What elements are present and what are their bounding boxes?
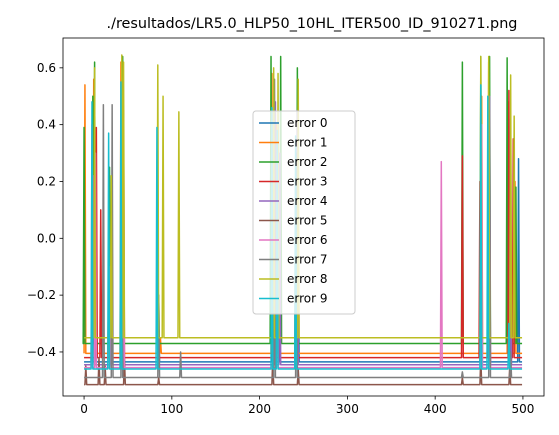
legend-label-8: error 8 xyxy=(287,272,328,286)
legend-label-2: error 2 xyxy=(287,155,328,169)
legend: error 0 error 1 error 2 error 3 error 4 error… xyxy=(252,110,356,315)
y-tick-label-3: 0.2 xyxy=(37,174,56,188)
x-tick-label-4: 400 xyxy=(424,402,447,416)
legend-label-9: error 9 xyxy=(287,292,328,306)
y-tick-label-5: 0.6 xyxy=(37,61,56,75)
x-tick-label-2: 200 xyxy=(248,402,271,416)
x-tick-label-3: 300 xyxy=(336,402,359,416)
y-tick-label-4: 0.4 xyxy=(37,118,56,132)
x-tick-label-0: 0 xyxy=(80,402,88,416)
legend-label-7: error 7 xyxy=(287,253,328,267)
legend-label-4: error 4 xyxy=(287,194,328,208)
legend-label-1: error 1 xyxy=(287,136,328,150)
x-tick-label-1: 100 xyxy=(160,402,183,416)
plot-area xyxy=(82,54,523,386)
legend-label-3: error 3 xyxy=(287,175,328,189)
legend-label-5: error 5 xyxy=(287,214,328,228)
x-tick-label-5: 500 xyxy=(511,402,534,416)
chart-title: ./resultados/LR5.0_HLP50_10HL_ITER500_ID… xyxy=(107,16,518,32)
legend-label-0: error 0 xyxy=(287,116,328,130)
y-tick-label-2: 0.0 xyxy=(37,231,56,245)
series-line-9 xyxy=(84,81,523,370)
y-tick-label-1: −0.2 xyxy=(27,288,56,302)
axes-frame xyxy=(62,37,545,397)
legend-label-6: error 6 xyxy=(287,233,328,247)
axes: 0 100 200 300 400 500 −0.4 −0.2 0.0 0.2 0.4 0.6 xyxy=(27,37,545,416)
y-tick-label-0: −0.4 xyxy=(27,345,56,359)
